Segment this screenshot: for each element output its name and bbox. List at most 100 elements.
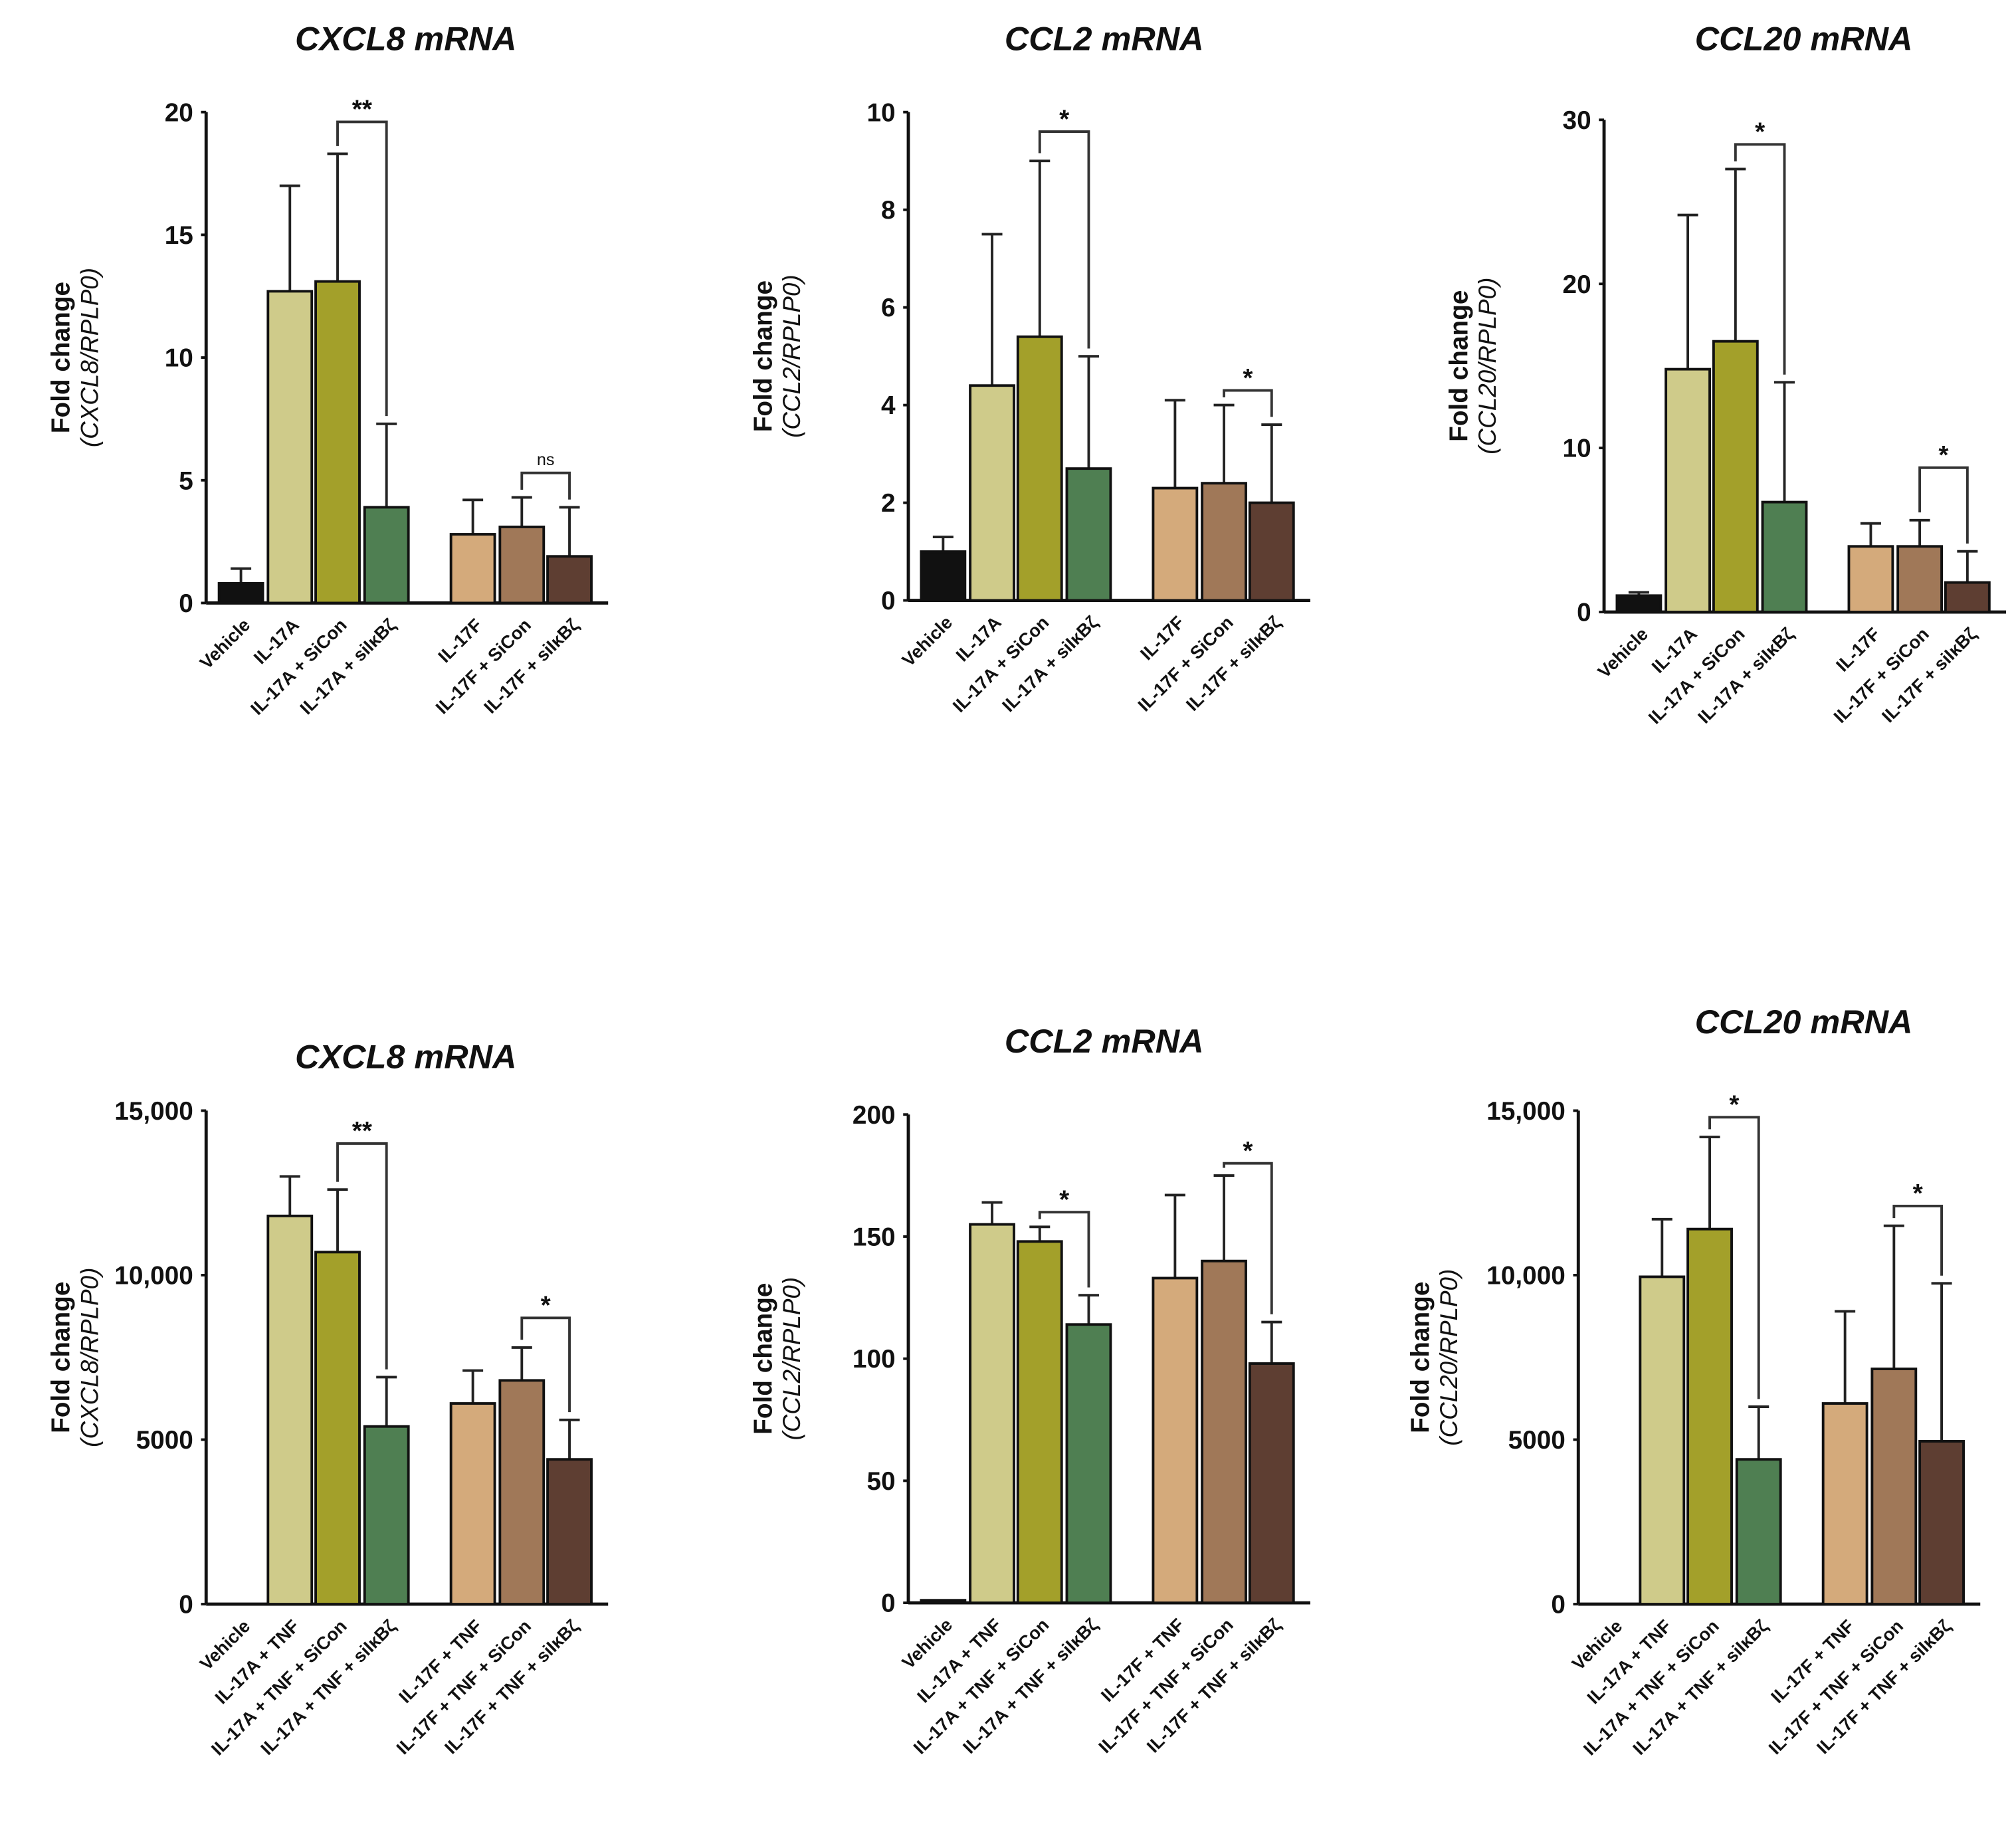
bar [1896, 545, 1944, 613]
bar [1201, 482, 1247, 602]
y-axis-label-main: Fold change [47, 282, 76, 433]
significance-bracket [336, 1142, 388, 1370]
x-category-label: IL-17F + TNF [1097, 1614, 1189, 1706]
bar [498, 1379, 546, 1605]
chart-panel: CXCL8 mRNA Fold change (CXCL8/RPLP0) 0 5000 1… [47, 1037, 609, 1760]
significance-bracket [1918, 466, 1969, 544]
x-category-label: Vehicle [898, 612, 956, 670]
significance-label: * [1938, 441, 1949, 470]
x-category-label: IL-17F + TNF [395, 1615, 486, 1707]
bar [314, 1251, 361, 1605]
y-tick-label: 0 [179, 589, 193, 618]
chart-panel: CCL20 mRNA Fold change (CCL20/RPLP0) 0 10 20 3… [1445, 20, 2007, 728]
y-tick-label: 20 [1563, 270, 1591, 299]
y-axis-label-sub: (CXCL8/RPLP0) [76, 1268, 103, 1447]
significance-label: ** [352, 1117, 373, 1146]
y-tick-label: 2 [881, 489, 896, 518]
y-tick-label: 15,000 [1486, 1097, 1565, 1126]
y-tick-label: 10 [165, 344, 193, 373]
bar [498, 526, 546, 605]
bar [266, 290, 314, 605]
significance-bracket [1223, 1162, 1273, 1314]
y-tick-label: 0 [881, 587, 896, 615]
bar [1248, 501, 1295, 602]
bar [920, 550, 967, 602]
chart-title: CXCL8 mRNA [295, 1037, 516, 1075]
bar [1615, 594, 1663, 613]
chart-title: CCL2 mRNA [1005, 1022, 1204, 1060]
significance-bracket [1734, 143, 1786, 375]
significance-label: * [1059, 1185, 1070, 1214]
bar [449, 533, 496, 605]
y-axis-label-sub: (CCL20/RPLP0) [1474, 278, 1501, 455]
y-tick-label: 8 [881, 196, 896, 225]
bar [1065, 1323, 1112, 1605]
bar [1201, 1259, 1247, 1605]
significance-bracket [1708, 1116, 1760, 1399]
x-category-label: Vehicle [1593, 623, 1652, 682]
y-axis-label: Fold change (CCL20/RPLP0) [1445, 278, 1502, 455]
bar [920, 1599, 967, 1605]
bar [1664, 367, 1711, 613]
bar [1152, 486, 1199, 602]
bar [1686, 1227, 1733, 1605]
significance-label: * [1755, 118, 1765, 147]
y-axis-label-sub: (CCL2/RPLP0) [778, 1277, 805, 1441]
significance-bracket [1892, 1205, 1944, 1276]
chart-panel: CCL20 mRNA Fold change (CCL20/RPLP0) 0 5000 1… [1406, 1003, 1981, 1760]
y-axis-label-sub: (CXCL8/RPLP0) [76, 268, 103, 447]
y-tick-label: 100 [853, 1345, 896, 1374]
y-axis-label-main: Fold change [1406, 1282, 1435, 1433]
y-tick-label: 15 [165, 221, 193, 250]
significance-bracket [1038, 1211, 1090, 1288]
significance-label: * [1059, 105, 1070, 134]
significance-label: * [1243, 364, 1253, 393]
bar [1065, 467, 1112, 602]
y-tick-label: 5000 [1508, 1426, 1565, 1455]
x-category-label: Vehicle [195, 615, 254, 673]
significance-bracket [1223, 389, 1273, 417]
y-tick-label: 0 [1551, 1591, 1565, 1619]
y-tick-label: 0 [179, 1591, 193, 1619]
significance-label: * [1913, 1179, 1924, 1208]
y-axis-label: Fold change (CCL2/RPLP0) [749, 274, 805, 438]
significance-label: * [1243, 1137, 1253, 1166]
y-tick-label: 0 [881, 1589, 896, 1618]
bar [1152, 1276, 1199, 1605]
bar [1016, 335, 1063, 602]
significance-bracket [1038, 130, 1090, 349]
significance-label: * [1729, 1091, 1740, 1120]
y-tick-label: 200 [853, 1101, 896, 1130]
significance-label: * [541, 1292, 552, 1320]
bar [1847, 545, 1894, 613]
bar [1712, 340, 1759, 613]
y-tick-label: 10 [1563, 435, 1591, 463]
bar [1639, 1275, 1686, 1605]
bar [314, 280, 361, 605]
significance-bracket [336, 120, 388, 417]
significance-bracket [520, 1316, 571, 1413]
bar [546, 555, 593, 605]
y-tick-label: 20 [165, 98, 193, 127]
chart-title: CCL20 mRNA [1695, 20, 1913, 58]
y-axis-label-main: Fold change [1445, 290, 1474, 442]
y-tick-label: 4 [881, 391, 896, 420]
y-tick-label: 10 [866, 98, 895, 127]
bar [1016, 1240, 1063, 1605]
y-tick-label: 5000 [136, 1426, 193, 1455]
chart-panel: CCL2 mRNA Fold change (CCL2/RPLP0) 0 50 100 15… [749, 1022, 1310, 1758]
y-tick-label: 150 [853, 1223, 896, 1252]
y-tick-label: 0 [1577, 599, 1591, 627]
bar [266, 1214, 314, 1605]
significance-bracket [520, 471, 571, 500]
bar [1918, 1440, 1965, 1605]
bar [1821, 1402, 1868, 1605]
bar [546, 1458, 593, 1605]
bar [1735, 1458, 1782, 1605]
y-axis-label: Fold change (CXCL8/RPLP0) [47, 1268, 104, 1447]
bar [1761, 500, 1808, 613]
chart-title: CCL2 mRNA [1005, 20, 1204, 58]
bar [1870, 1368, 1918, 1605]
chart-panel: CXCL8 mRNA Fold change (CXCL8/RPLP0) 0 5 10 15… [47, 20, 609, 719]
chart-panel: CCL2 mRNA Fold change (CCL2/RPLP0) 0 2 4 6 8 10 V… [749, 20, 1310, 716]
